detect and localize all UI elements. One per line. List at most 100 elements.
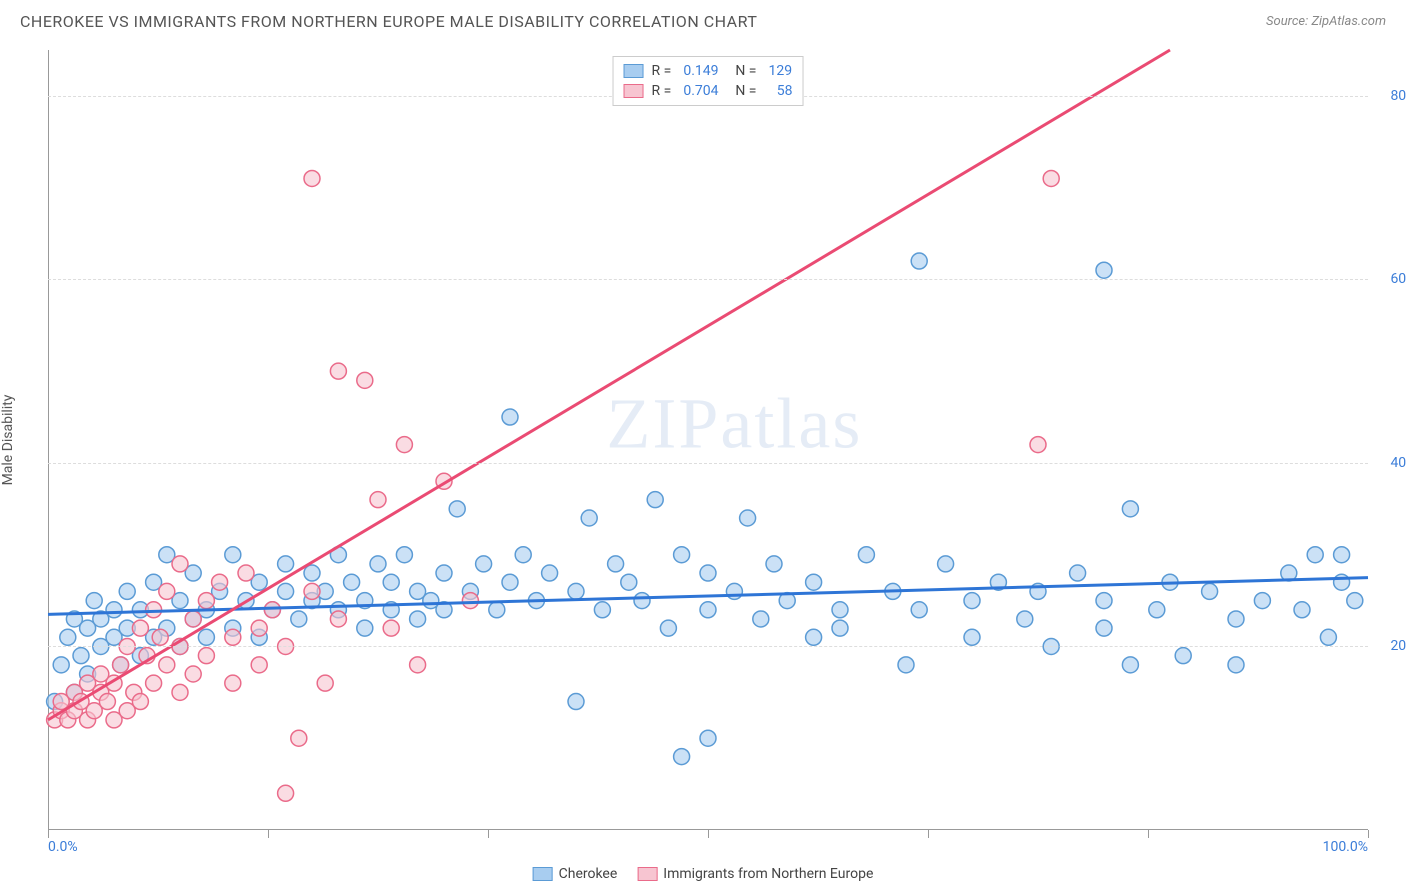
data-point bbox=[410, 657, 426, 673]
data-point bbox=[1149, 602, 1165, 618]
data-point bbox=[251, 620, 267, 636]
data-point bbox=[568, 694, 584, 710]
data-point bbox=[660, 620, 676, 636]
swatch-immigrants-icon bbox=[637, 867, 657, 881]
data-point bbox=[357, 372, 373, 388]
data-point bbox=[225, 675, 241, 691]
data-point bbox=[700, 730, 716, 746]
x-tick bbox=[268, 830, 269, 838]
data-point bbox=[198, 648, 214, 664]
data-point bbox=[225, 629, 241, 645]
data-point bbox=[53, 657, 69, 673]
data-point bbox=[515, 547, 531, 563]
data-point bbox=[60, 629, 76, 645]
data-point bbox=[1254, 593, 1270, 609]
data-point bbox=[106, 602, 122, 618]
data-point bbox=[1294, 602, 1310, 618]
data-point bbox=[73, 648, 89, 664]
y-tick-label: 80.0% bbox=[1373, 88, 1406, 104]
legend-item-immigrants[interactable]: Immigrants from Northern Europe bbox=[637, 866, 873, 882]
data-point bbox=[146, 675, 162, 691]
x-tick-label: 0.0% bbox=[48, 839, 78, 855]
data-point bbox=[1334, 547, 1350, 563]
data-point bbox=[449, 501, 465, 517]
chart-container: ZIPatlas R = 0.149 N = 129 R = 0.704 N =… bbox=[48, 50, 1368, 830]
data-point bbox=[198, 629, 214, 645]
data-point bbox=[132, 620, 148, 636]
data-point bbox=[964, 593, 980, 609]
data-point bbox=[436, 565, 452, 581]
data-point bbox=[700, 565, 716, 581]
data-point bbox=[370, 492, 386, 508]
data-point bbox=[370, 556, 386, 572]
data-point bbox=[185, 666, 201, 682]
data-point bbox=[99, 694, 115, 710]
data-point bbox=[304, 583, 320, 599]
data-point bbox=[172, 684, 188, 700]
data-point bbox=[938, 556, 954, 572]
data-point bbox=[806, 629, 822, 645]
data-point bbox=[489, 602, 505, 618]
data-point bbox=[1228, 657, 1244, 673]
source-link[interactable]: ZipAtlas.com bbox=[1311, 14, 1386, 29]
gridline bbox=[48, 646, 1368, 647]
data-point bbox=[1030, 437, 1046, 453]
data-point bbox=[542, 565, 558, 581]
data-point bbox=[674, 749, 690, 765]
x-tick bbox=[1368, 830, 1369, 838]
data-point bbox=[1043, 170, 1059, 186]
data-point bbox=[410, 611, 426, 627]
data-point bbox=[634, 593, 650, 609]
data-point bbox=[568, 583, 584, 599]
legend-row-cherokee: R = 0.149 N = 129 bbox=[624, 61, 793, 81]
data-point bbox=[1320, 629, 1336, 645]
data-point bbox=[581, 510, 597, 526]
data-point bbox=[502, 409, 518, 425]
data-point bbox=[86, 593, 102, 609]
x-tick-label: 100.0% bbox=[1323, 839, 1368, 855]
data-point bbox=[832, 602, 848, 618]
chart-title: CHEROKEE VS IMMIGRANTS FROM NORTHERN EUR… bbox=[20, 12, 757, 31]
y-tick-label: 20.0% bbox=[1373, 638, 1406, 654]
data-point bbox=[198, 593, 214, 609]
data-point bbox=[344, 574, 360, 590]
swatch-cherokee bbox=[624, 64, 644, 78]
data-point bbox=[278, 556, 294, 572]
data-point bbox=[647, 492, 663, 508]
data-point bbox=[621, 574, 637, 590]
data-point bbox=[911, 253, 927, 269]
series-legend: Cherokee Immigrants from Northern Europe bbox=[533, 866, 874, 882]
x-tick bbox=[488, 830, 489, 838]
data-point bbox=[159, 657, 175, 673]
x-tick bbox=[928, 830, 929, 838]
data-point bbox=[396, 437, 412, 453]
data-point bbox=[159, 583, 175, 599]
data-point bbox=[462, 593, 478, 609]
legend-row-immigrants: R = 0.704 N = 58 bbox=[624, 81, 793, 101]
data-point bbox=[132, 694, 148, 710]
data-point bbox=[357, 620, 373, 636]
data-point bbox=[753, 611, 769, 627]
data-point bbox=[383, 620, 399, 636]
data-point bbox=[766, 556, 782, 572]
data-point bbox=[113, 657, 129, 673]
data-point bbox=[608, 556, 624, 572]
swatch-immigrants bbox=[624, 84, 644, 98]
data-point bbox=[898, 657, 914, 673]
data-point bbox=[700, 602, 716, 618]
data-point bbox=[502, 574, 518, 590]
data-point bbox=[1122, 657, 1138, 673]
data-point bbox=[317, 675, 333, 691]
data-point bbox=[304, 170, 320, 186]
data-point bbox=[1017, 611, 1033, 627]
swatch-cherokee-icon bbox=[533, 867, 553, 881]
data-point bbox=[1334, 574, 1350, 590]
gridline bbox=[48, 279, 1368, 280]
data-point bbox=[1096, 593, 1112, 609]
data-point bbox=[278, 785, 294, 801]
gridline bbox=[48, 463, 1368, 464]
legend-item-cherokee[interactable]: Cherokee bbox=[533, 866, 618, 882]
trend-line bbox=[48, 50, 1170, 720]
data-point bbox=[674, 547, 690, 563]
data-point bbox=[212, 574, 228, 590]
